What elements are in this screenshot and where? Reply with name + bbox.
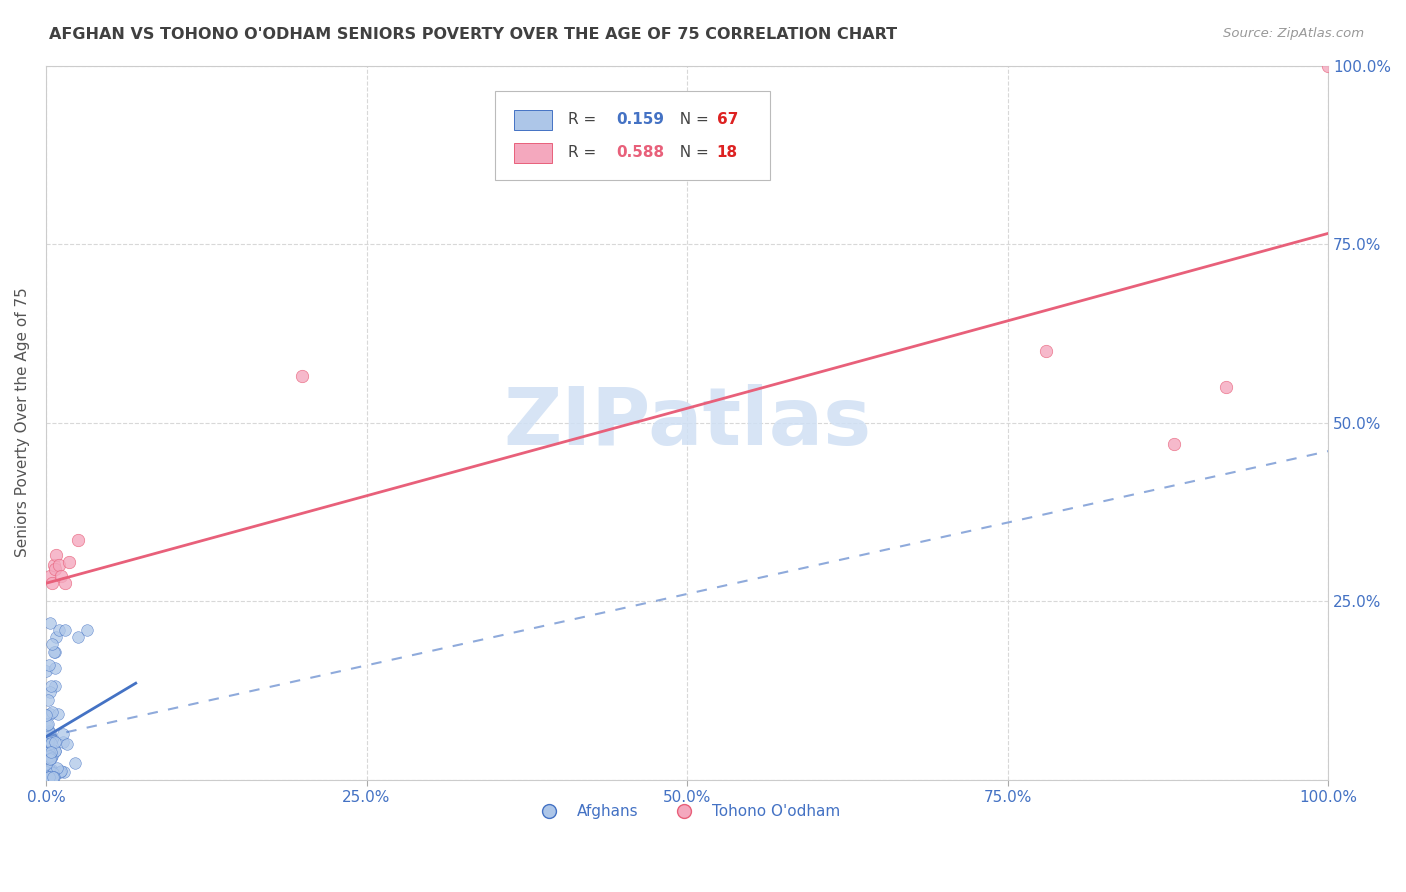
Text: 18: 18 [717, 145, 738, 161]
Point [66, 533, 89, 548]
Point [45, 548, 67, 562]
Point [39, 679, 62, 693]
Point [1163, 437, 1185, 451]
Point [35, 770, 58, 784]
Point [41, 770, 63, 784]
Text: R =: R = [568, 112, 600, 127]
Point [37, 740, 59, 755]
Point [41, 576, 63, 591]
Point [39, 770, 62, 784]
Point [39, 729, 62, 743]
Point [42, 765, 65, 780]
Point [63, 756, 86, 771]
Point [38, 748, 60, 763]
Point [49, 764, 72, 779]
Point [48, 558, 70, 573]
Point [52, 726, 75, 740]
Point [1317, 59, 1340, 73]
Point [35, 707, 58, 722]
Point [46, 706, 69, 721]
Point [37, 745, 59, 759]
Point [51, 569, 73, 583]
Point [38, 657, 60, 672]
Point [39, 745, 62, 759]
Point [39, 751, 62, 765]
Point [38, 726, 60, 740]
Point [44, 744, 66, 758]
Point [42, 769, 65, 783]
Point [37, 769, 59, 783]
Point [38, 745, 60, 759]
Point [52, 735, 75, 749]
Point [44, 661, 66, 675]
Point [45, 630, 67, 644]
Point [39, 707, 62, 722]
Point [37, 734, 59, 748]
Point [44, 744, 66, 758]
Point [48, 623, 70, 637]
Point [37, 693, 59, 707]
Point [37, 717, 59, 731]
Legend: Afghans, Tohono O'odham: Afghans, Tohono O'odham [527, 798, 846, 825]
Y-axis label: Seniors Poverty Over the Age of 75: Seniors Poverty Over the Age of 75 [15, 288, 30, 558]
Point [41, 749, 63, 764]
Point [42, 645, 65, 659]
Point [1035, 344, 1057, 359]
Point [291, 369, 314, 384]
Point [41, 731, 63, 745]
Point [45, 761, 67, 775]
Point [38, 752, 60, 766]
Bar [515, 144, 553, 163]
Point [35, 749, 58, 764]
Point [41, 705, 63, 719]
Point [44, 645, 66, 659]
Point [44, 770, 66, 784]
Point [38, 770, 60, 784]
Point [39, 736, 62, 750]
Point [53, 623, 76, 637]
Point [44, 679, 66, 693]
Point [35, 764, 58, 779]
Point [39, 748, 62, 763]
Text: ZIPatlas: ZIPatlas [503, 384, 872, 461]
Point [66, 630, 89, 644]
Point [38, 615, 60, 630]
Point [42, 765, 65, 780]
Point [49, 764, 72, 778]
Text: 0.159: 0.159 [617, 112, 665, 127]
Point [56, 737, 79, 751]
Point [53, 576, 76, 591]
Point [35, 664, 58, 678]
Point [35, 717, 58, 731]
Point [37, 726, 59, 740]
Point [41, 637, 63, 651]
Point [37, 767, 59, 781]
Point [58, 555, 80, 569]
Point [76, 623, 98, 637]
Point [39, 766, 62, 780]
Point [44, 735, 66, 749]
Point [38, 569, 60, 583]
Point [38, 764, 60, 778]
Point [41, 731, 63, 746]
Point [1215, 380, 1237, 394]
Point [38, 771, 60, 785]
Text: AFGHAN VS TOHONO O'ODHAM SENIORS POVERTY OVER THE AGE OF 75 CORRELATION CHART: AFGHAN VS TOHONO O'ODHAM SENIORS POVERTY… [49, 27, 897, 42]
Point [41, 763, 63, 777]
Text: N =: N = [671, 145, 714, 161]
Bar [515, 110, 553, 130]
Point [44, 562, 66, 576]
Text: N =: N = [671, 112, 714, 127]
Point [42, 558, 65, 573]
Text: Source: ZipAtlas.com: Source: ZipAtlas.com [1223, 27, 1364, 40]
Text: 67: 67 [717, 112, 738, 127]
FancyBboxPatch shape [495, 91, 770, 180]
Point [38, 685, 60, 699]
Point [38, 762, 60, 776]
Text: R =: R = [568, 145, 600, 161]
Point [52, 764, 75, 779]
Text: 0.588: 0.588 [617, 145, 665, 161]
Point [38, 723, 60, 738]
